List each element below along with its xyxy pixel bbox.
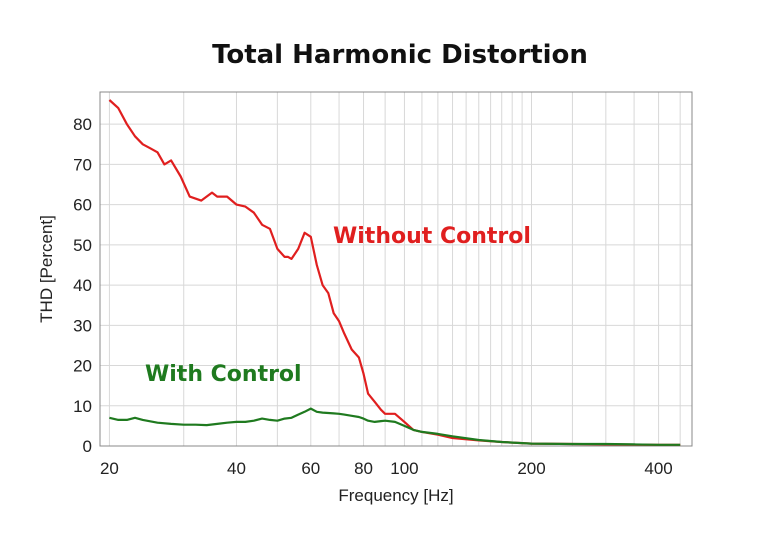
plot-frame (99, 91, 693, 447)
y-tick-label: 60 (73, 196, 92, 215)
chart-title: Total Harmonic Distortion (212, 40, 588, 70)
x-tick-label: 40 (227, 459, 246, 478)
x-tick-labels: 20 40 60 80 100 200 400 (100, 459, 673, 478)
x-tick-label: 80 (354, 459, 373, 478)
y-tick-label: 80 (73, 115, 92, 134)
y-axis-label: THD [Percent] (37, 215, 56, 323)
y-tick-label: 50 (73, 236, 92, 255)
y-tick-label: 40 (73, 276, 92, 295)
x-tick-label: 60 (301, 459, 320, 478)
y-tick-label: 10 (73, 397, 92, 416)
y-tick-label: 30 (73, 316, 92, 335)
y-tick-label: 0 (83, 437, 92, 456)
x-axis-label: Frequency [Hz] (338, 486, 453, 505)
y-tick-label: 20 (73, 357, 92, 376)
y-tick-labels: 0 10 20 30 40 50 60 70 80 (73, 115, 92, 456)
series-line-without-control (108, 99, 681, 446)
series-line-with-control (109, 407, 681, 446)
annotation-with-control: With Control (145, 362, 302, 387)
grid (100, 92, 692, 447)
x-tick-label: 100 (390, 459, 418, 478)
x-tick-label: 400 (644, 459, 672, 478)
series-layer (108, 99, 681, 446)
annotation-without-control: Without Control (333, 224, 531, 249)
x-tick-label: 200 (517, 459, 545, 478)
y-tick-label: 70 (73, 155, 92, 174)
x-tick-label: 20 (100, 459, 119, 478)
